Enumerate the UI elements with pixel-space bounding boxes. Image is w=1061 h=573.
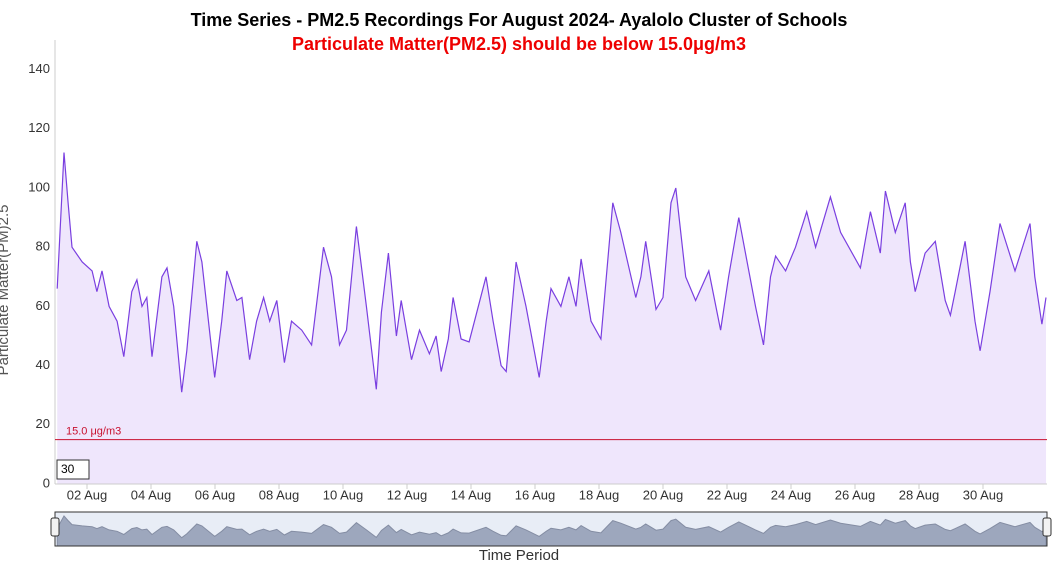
navigator-handle[interactable] [1042, 517, 1052, 537]
x-tick-label: 18 Aug [579, 487, 620, 502]
threshold-label: 15.0 μg/m3 [66, 426, 121, 438]
x-tick-label: 30 Aug [963, 487, 1004, 502]
x-tick-label: 22 Aug [707, 487, 748, 502]
y-tick-label: 20 [36, 416, 50, 431]
x-tick-label: 26 Aug [835, 487, 876, 502]
navigator-handle[interactable] [50, 517, 60, 537]
navigator-mask [54, 511, 1048, 547]
y-tick-label: 140 [28, 61, 50, 76]
y-tick-label: 60 [36, 298, 50, 313]
navigator-area [56, 515, 1047, 547]
chart-subtitle: Particulate Matter(PM2.5) should be belo… [292, 34, 746, 54]
line [56, 152, 1047, 393]
area-fill [57, 152, 1047, 484]
y-tick-label: 0 [43, 475, 50, 490]
x-tick-label: 06 Aug [195, 487, 236, 502]
x-tick-label: 08 Aug [259, 487, 300, 502]
x-tick-label: 24 Aug [771, 487, 812, 502]
x-tick-label: 12 Aug [387, 487, 428, 502]
y-tick-label: 100 [28, 179, 50, 194]
x-tick-label: 16 Aug [515, 487, 556, 502]
range-input-value: 30 [61, 462, 75, 476]
x-tick-label: 04 Aug [131, 487, 172, 502]
x-tick-label: 02 Aug [67, 487, 108, 502]
x-axis-label: Time Period [479, 547, 559, 564]
y-tick-label: 40 [36, 357, 50, 372]
x-tick-label: 10 Aug [323, 487, 364, 502]
x-tick-label: 14 Aug [451, 487, 492, 502]
range-input [56, 459, 90, 480]
x-tick-label: 20 Aug [643, 487, 684, 502]
y-tick-label: 80 [36, 239, 50, 254]
y-tick-label: 120 [28, 120, 50, 135]
chart-title: Time Series - PM2.5 Recordings For Augus… [191, 10, 848, 30]
x-tick-label: 28 Aug [899, 487, 940, 502]
y-axis-label: Particulate Matter(PM)2.5 [0, 205, 12, 376]
